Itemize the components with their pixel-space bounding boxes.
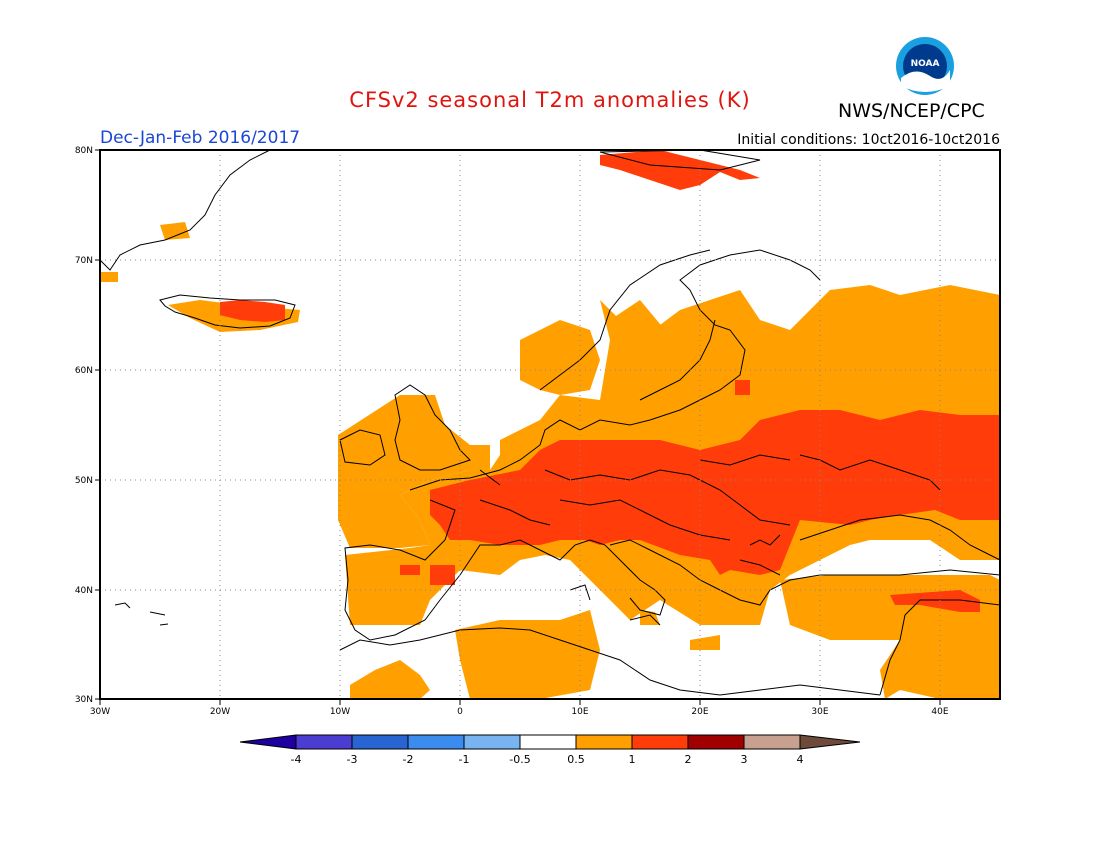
colorbar-bin xyxy=(520,735,576,749)
lat-label-40n: 40N xyxy=(75,586,93,596)
logo-text: NOAA xyxy=(911,59,940,69)
colorbar-label: 3 xyxy=(741,753,748,766)
lon-label-20e: 20E xyxy=(691,707,708,717)
lat-label-70n: 70N xyxy=(75,256,93,266)
colorbar-arrow-high xyxy=(800,735,860,749)
colorbar-bin xyxy=(744,735,800,749)
colorbar-bin xyxy=(632,735,688,749)
colorbar-label: -0.5 xyxy=(509,753,530,766)
colorbar-label: -2 xyxy=(403,753,414,766)
colorbar-bin xyxy=(352,735,408,749)
colorbar-label: 0.5 xyxy=(567,753,585,766)
lon-label-0: 0 xyxy=(457,707,463,717)
colorbar-label: 4 xyxy=(797,753,804,766)
lat-label-30n: 30N xyxy=(75,695,93,705)
lat-label-80n: 80N xyxy=(75,146,93,156)
colorbar-label: -3 xyxy=(347,753,358,766)
lon-label-20w: 20W xyxy=(210,707,230,717)
colorbar-bin xyxy=(408,735,464,749)
colorbar-label: -1 xyxy=(459,753,470,766)
noaa-logo: NOAA xyxy=(896,37,954,95)
lon-label-30w: 30W xyxy=(90,707,110,717)
graticule xyxy=(100,150,1000,699)
lon-label-40e: 40E xyxy=(931,707,948,717)
lon-label-10w: 10W xyxy=(330,707,350,717)
colorbar-label: -4 xyxy=(291,753,302,766)
agency-label: NWS/NCEP/CPC xyxy=(838,100,985,122)
colorbar-label: 1 xyxy=(629,753,636,766)
lon-label-30e: 30E xyxy=(811,707,828,717)
coastlines xyxy=(99,149,1001,696)
colorbar: -4 -3 -2 -1 -0.5 0.5 1 2 3 4 xyxy=(239,734,861,766)
colorbar-bin xyxy=(576,735,632,749)
anomaly-shading xyxy=(100,150,1000,699)
initial-conditions: Initial conditions: 10ct2016-10ct2016 xyxy=(737,132,1000,148)
colorbar-arrow-low xyxy=(240,735,296,749)
colorbar-bin xyxy=(688,735,744,749)
lat-label-60n: 60N xyxy=(75,366,93,376)
map-border xyxy=(99,149,1001,700)
lat-label-50n: 50N xyxy=(75,476,93,486)
map-title: CFSv2 seasonal T2m anomalies (K) xyxy=(349,88,751,112)
axis-ticks xyxy=(95,149,941,705)
colorbar-label: 2 xyxy=(685,753,692,766)
colorbar-bin xyxy=(296,735,352,749)
forecast-period: Dec-Jan-Feb 2016/2017 xyxy=(100,128,301,148)
colorbar-bin xyxy=(464,735,520,749)
lon-label-10e: 10E xyxy=(571,707,588,717)
